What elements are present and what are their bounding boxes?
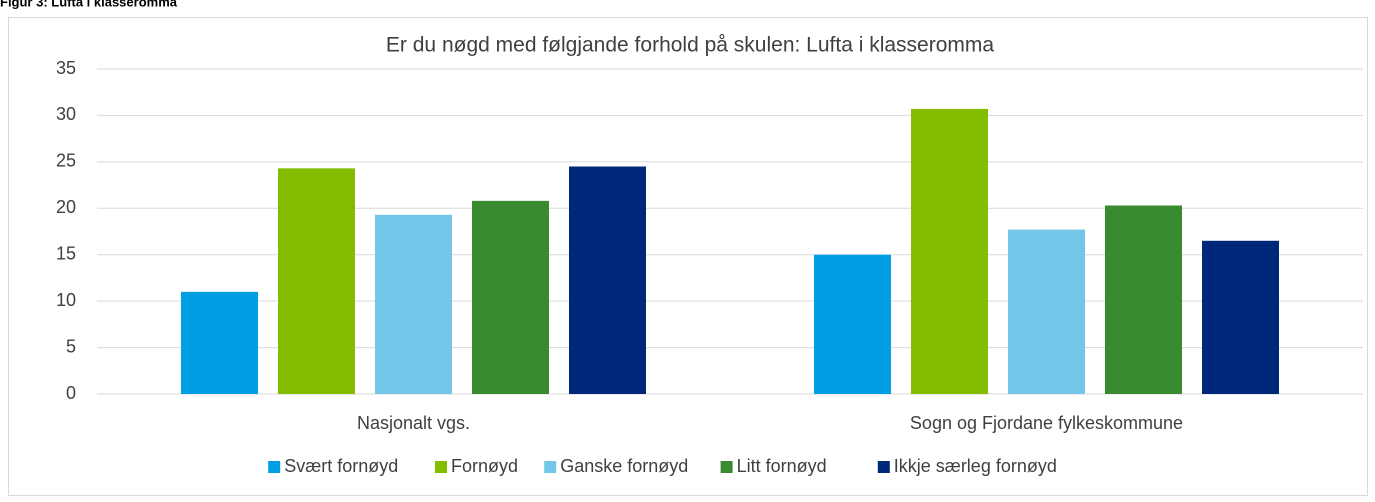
legend-label: Fornøyd xyxy=(451,456,518,476)
bar xyxy=(278,168,355,394)
legend-swatch xyxy=(544,461,557,473)
legend-swatch xyxy=(268,461,281,473)
bar xyxy=(1202,240,1279,394)
bar xyxy=(472,200,549,394)
y-tick-label: 10 xyxy=(56,290,76,310)
figure-caption: Figur 3: Lufta i klasseromma xyxy=(0,0,178,9)
bar xyxy=(1008,229,1085,394)
y-tick-label: 25 xyxy=(56,151,76,171)
chart-title: Er du nøgd med følgjande forhold på skul… xyxy=(386,34,994,57)
bar xyxy=(181,291,258,394)
y-tick-label: 30 xyxy=(56,104,76,124)
x-tick-label: Sogn og Fjordane fylkeskommune xyxy=(910,413,1183,433)
bar xyxy=(1105,205,1182,394)
bar xyxy=(569,166,646,394)
bar xyxy=(911,108,988,394)
legend-label: Svært fornøyd xyxy=(284,456,398,476)
bar xyxy=(814,254,891,394)
y-tick-label: 15 xyxy=(56,243,76,263)
legend-swatch xyxy=(720,461,733,473)
legend-swatch xyxy=(435,461,447,473)
legend-label: Ikkje særleg fornøyd xyxy=(894,456,1057,476)
legend-label: Ganske fornøyd xyxy=(560,456,688,476)
y-tick-label: 0 xyxy=(66,383,76,403)
y-tick-label: 5 xyxy=(66,336,76,356)
y-tick-label: 20 xyxy=(56,197,76,217)
bar xyxy=(375,214,452,394)
y-tick-label: 35 xyxy=(56,58,76,78)
x-tick-label: Nasjonalt vgs. xyxy=(357,413,470,433)
legend-swatch xyxy=(877,461,890,473)
legend-label: Litt fornøyd xyxy=(737,456,827,476)
